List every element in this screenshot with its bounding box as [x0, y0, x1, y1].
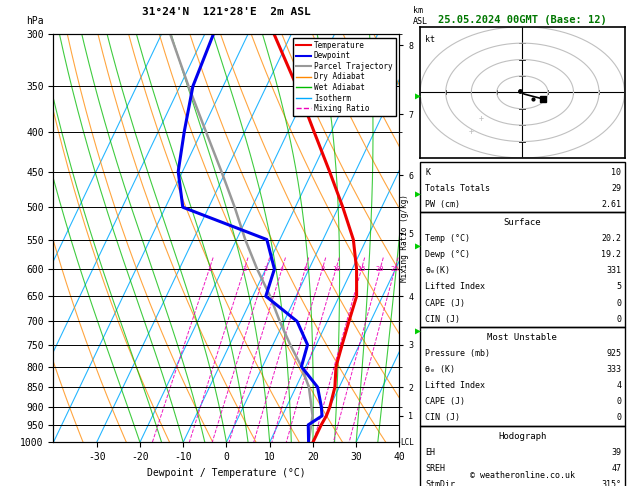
- Text: © weatheronline.co.uk: © weatheronline.co.uk: [470, 471, 575, 480]
- Text: ▶: ▶: [415, 241, 421, 251]
- Text: Surface: Surface: [504, 218, 541, 227]
- Text: Mixing Ratio (g/kg): Mixing Ratio (g/kg): [400, 194, 409, 282]
- X-axis label: Dewpoint / Temperature (°C): Dewpoint / Temperature (°C): [147, 468, 306, 478]
- Text: kt: kt: [425, 35, 435, 44]
- Text: 0: 0: [616, 314, 621, 324]
- Text: Lifted Index: Lifted Index: [425, 282, 485, 292]
- Text: Temp (°C): Temp (°C): [425, 234, 470, 243]
- Text: 0: 0: [616, 397, 621, 406]
- Text: PW (cm): PW (cm): [425, 200, 460, 209]
- Text: Lifted Index: Lifted Index: [425, 381, 485, 390]
- Text: Hodograph: Hodograph: [498, 432, 547, 441]
- Text: Dewp (°C): Dewp (°C): [425, 250, 470, 260]
- Text: 1: 1: [207, 266, 211, 272]
- Text: 25: 25: [391, 266, 399, 272]
- Text: CAPE (J): CAPE (J): [425, 397, 465, 406]
- Text: 29: 29: [611, 184, 621, 193]
- Text: 0: 0: [616, 413, 621, 422]
- Text: hPa: hPa: [26, 16, 43, 26]
- Text: ▶: ▶: [415, 91, 421, 101]
- Text: SREH: SREH: [425, 464, 445, 473]
- Text: 5: 5: [616, 282, 621, 292]
- Text: 15: 15: [357, 266, 365, 272]
- Text: 6: 6: [303, 266, 308, 272]
- Text: 25.05.2024 00GMT (Base: 12): 25.05.2024 00GMT (Base: 12): [438, 15, 607, 25]
- Text: θₑ (K): θₑ (K): [425, 365, 455, 374]
- Text: 10: 10: [331, 266, 340, 272]
- Text: Pressure (mb): Pressure (mb): [425, 349, 490, 358]
- Text: 2: 2: [242, 266, 247, 272]
- Text: 4: 4: [280, 266, 284, 272]
- Text: 10: 10: [611, 168, 621, 177]
- Text: 31°24'N  121°28'E  2m ASL: 31°24'N 121°28'E 2m ASL: [142, 7, 311, 17]
- Text: CIN (J): CIN (J): [425, 314, 460, 324]
- Text: 3: 3: [264, 266, 268, 272]
- Text: K: K: [425, 168, 430, 177]
- Text: Totals Totals: Totals Totals: [425, 184, 490, 193]
- Text: 333: 333: [606, 365, 621, 374]
- Text: 2.61: 2.61: [601, 200, 621, 209]
- Text: 20: 20: [376, 266, 384, 272]
- Text: Most Unstable: Most Unstable: [487, 333, 557, 342]
- Legend: Temperature, Dewpoint, Parcel Trajectory, Dry Adiabat, Wet Adiabat, Isotherm, Mi: Temperature, Dewpoint, Parcel Trajectory…: [292, 38, 396, 116]
- Text: ▶: ▶: [415, 189, 421, 198]
- Text: 4: 4: [616, 381, 621, 390]
- Text: 20.2: 20.2: [601, 234, 621, 243]
- Text: LCL: LCL: [400, 438, 414, 447]
- Text: 8: 8: [320, 266, 325, 272]
- Text: CAPE (J): CAPE (J): [425, 298, 465, 308]
- Text: +: +: [469, 127, 474, 136]
- Text: StmDir: StmDir: [425, 480, 455, 486]
- Text: 0: 0: [616, 298, 621, 308]
- Text: θₑ(K): θₑ(K): [425, 266, 450, 276]
- Text: 19.2: 19.2: [601, 250, 621, 260]
- Text: 39: 39: [611, 448, 621, 457]
- Text: 331: 331: [606, 266, 621, 276]
- Text: 925: 925: [606, 349, 621, 358]
- Text: EH: EH: [425, 448, 435, 457]
- Text: ▶: ▶: [415, 326, 421, 336]
- Text: 47: 47: [611, 464, 621, 473]
- Text: +: +: [479, 114, 484, 123]
- Text: km
ASL: km ASL: [413, 6, 428, 26]
- Text: 315°: 315°: [601, 480, 621, 486]
- Text: CIN (J): CIN (J): [425, 413, 460, 422]
